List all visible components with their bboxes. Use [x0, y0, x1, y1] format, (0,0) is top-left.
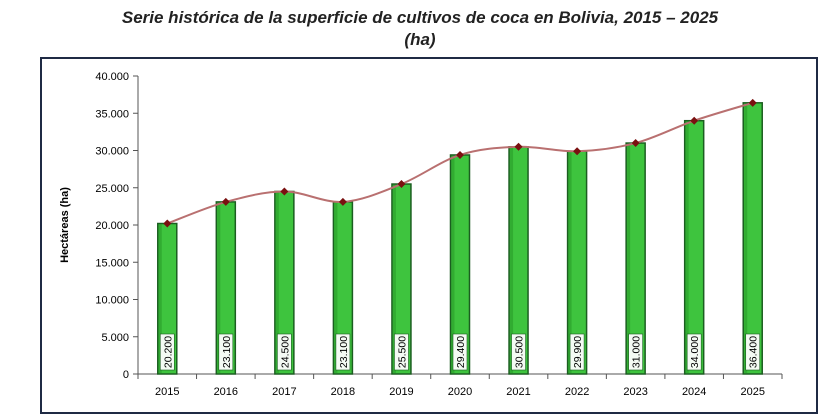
bar-shade: [685, 121, 689, 373]
data-label-box: [628, 333, 643, 371]
data-label: 24.500: [279, 336, 291, 368]
bar-shade: [510, 147, 514, 373]
y-tick-label: 15.000: [95, 257, 129, 269]
bar-shade: [451, 155, 455, 373]
bar-shade: [275, 192, 279, 373]
y-tick-label: 5.000: [101, 332, 129, 344]
data-label: 29.900: [572, 336, 584, 368]
data-label-box: [159, 333, 175, 371]
bar-shade: [392, 185, 396, 373]
line-marker: [280, 187, 289, 196]
data-label: 23.100: [221, 336, 233, 368]
line-marker: [338, 197, 347, 206]
x-tick-label: 2021: [506, 386, 530, 398]
data-label-box: [686, 333, 702, 371]
data-label: 34.000: [689, 336, 701, 368]
line-marker: [163, 219, 172, 228]
data-label: 20.200: [162, 336, 174, 368]
x-tick-label: 2018: [331, 386, 355, 398]
line-marker: [514, 142, 523, 151]
y-tick-label: 40.000: [95, 71, 129, 83]
data-label: 30.500: [514, 336, 526, 368]
bar-shade: [158, 224, 162, 373]
x-tick-label: 2015: [155, 386, 179, 398]
line-marker: [397, 180, 406, 189]
bar-shade: [627, 144, 631, 373]
bar-shade: [568, 152, 572, 373]
data-label-box: [569, 333, 585, 371]
line-marker: [221, 197, 230, 206]
chart-frame: [40, 57, 818, 414]
x-tick-label: 2019: [389, 386, 413, 398]
data-label: 29.400: [455, 336, 467, 368]
chart-title: Serie histórica de la superficie de cult…: [121, 8, 719, 27]
data-label-box: [745, 333, 761, 371]
chart-subtitle: (ha): [404, 30, 436, 49]
y-tick-label: 20.000: [95, 220, 129, 232]
bar-shade: [744, 103, 748, 373]
line-marker: [456, 150, 464, 159]
bar-shade: [334, 202, 338, 373]
data-label: 31.000: [631, 336, 643, 368]
data-label-box: [277, 333, 292, 371]
y-axis-title: Hectáreas (ha): [59, 187, 71, 263]
x-tick-label: 2016: [214, 386, 238, 398]
data-label: 36.400: [748, 336, 760, 368]
data-label: 25.500: [396, 336, 408, 368]
x-tick-label: 2020: [448, 386, 472, 398]
data-label-box: [452, 333, 468, 371]
data-label-box: [511, 333, 526, 371]
data-label: 23.100: [338, 336, 350, 368]
data-label-box: [394, 333, 409, 371]
x-tick-label: 2023: [623, 386, 647, 398]
line-marker: [631, 139, 640, 148]
y-tick-label: 25.000: [95, 183, 129, 195]
x-tick-label: 2024: [682, 386, 706, 398]
x-tick-label: 2022: [565, 386, 589, 398]
bar-shade: [217, 202, 221, 373]
x-tick-label: 2017: [272, 386, 296, 398]
line-marker: [748, 98, 757, 107]
data-label-box: [335, 333, 351, 371]
x-tick-label: 2025: [740, 386, 764, 398]
y-tick-label: 10.000: [95, 295, 129, 307]
data-label-box: [218, 333, 234, 371]
line-marker: [690, 116, 699, 125]
y-tick-label: 0: [123, 369, 129, 381]
line-marker: [573, 147, 582, 156]
y-tick-label: 35.000: [95, 108, 129, 120]
y-tick-label: 30.000: [95, 146, 129, 158]
